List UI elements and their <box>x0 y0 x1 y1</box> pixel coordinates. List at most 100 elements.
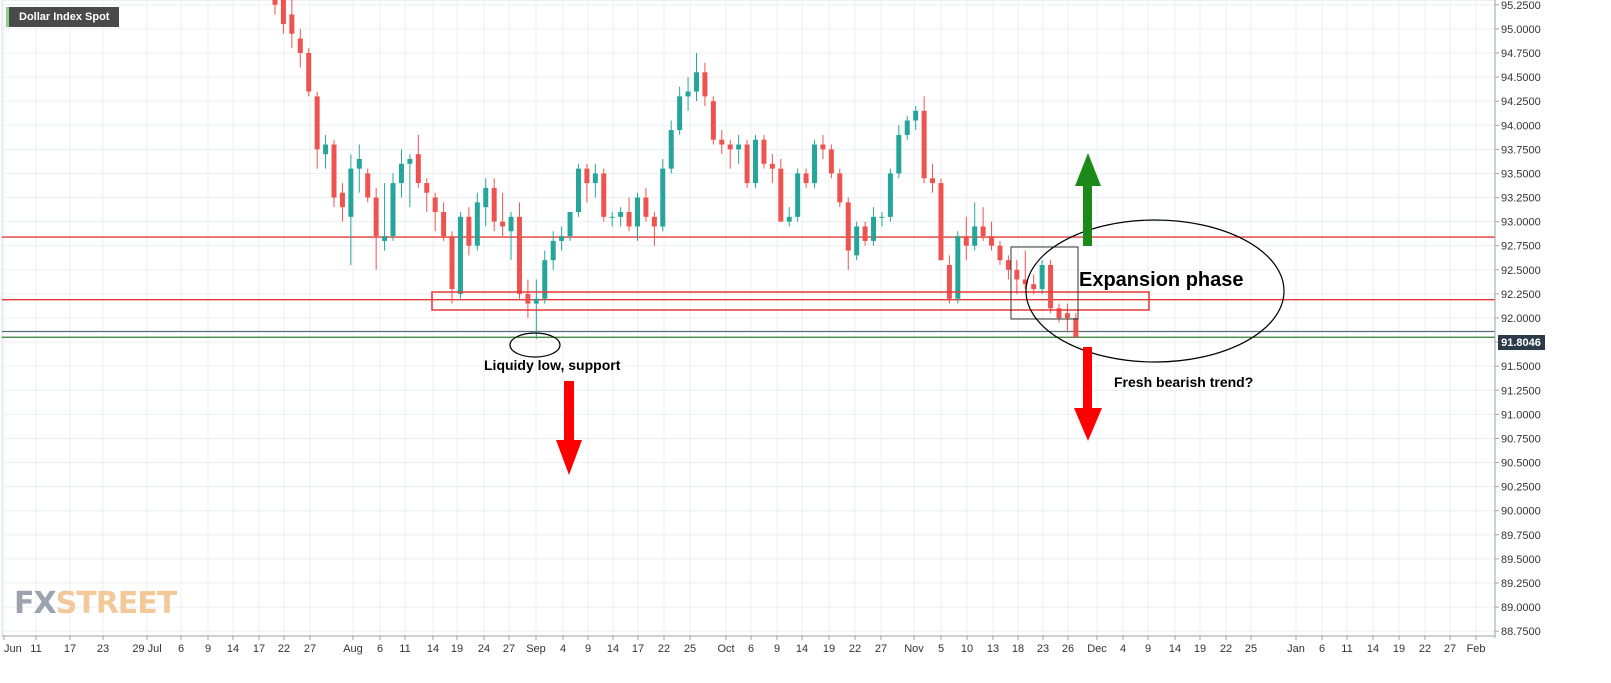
candle <box>1014 260 1020 294</box>
candle <box>280 0 286 34</box>
candle-body <box>525 293 531 304</box>
x-tick-label: 4 <box>560 643 566 655</box>
candle <box>795 168 801 222</box>
candle-body <box>702 72 708 97</box>
candle <box>871 207 877 246</box>
x-tick-label: 9 <box>205 643 211 655</box>
x-tick-label: 5 <box>938 643 944 655</box>
candle <box>702 62 708 106</box>
candle-body <box>323 144 329 155</box>
candle <box>297 28 303 68</box>
candle-body <box>719 139 725 145</box>
chart-title: Dollar Index Spot <box>6 7 120 27</box>
candle-body <box>812 144 818 184</box>
y-tick-label: 93.5000 <box>1501 168 1541 180</box>
x-tick-label: Sep <box>526 643 546 655</box>
candle <box>559 226 565 251</box>
x-tick-label: 17 <box>253 643 265 655</box>
x-tick-label: Feb <box>1467 643 1486 655</box>
candle <box>887 168 893 222</box>
candle <box>643 187 649 222</box>
candle-body <box>432 197 438 212</box>
x-tick-label: 13 <box>987 643 999 655</box>
candle <box>921 96 927 184</box>
y-tick-label: 89.7500 <box>1501 530 1541 542</box>
candle <box>660 159 666 232</box>
candle <box>272 0 278 15</box>
candle <box>963 216 969 261</box>
candle-body <box>449 236 455 290</box>
y-tick-label: 92.0000 <box>1501 313 1541 325</box>
candle-body <box>643 197 649 217</box>
down-arrow-left <box>556 381 582 475</box>
candle <box>694 53 699 102</box>
candle-body <box>373 197 379 237</box>
candle-body <box>1048 265 1054 309</box>
x-tick-label: 14 <box>1367 643 1379 655</box>
x-tick-label: 19 <box>1393 643 1405 655</box>
candle <box>828 144 834 179</box>
expansion-box <box>1010 246 1079 320</box>
expansion-ellipse <box>1025 219 1285 363</box>
x-tick-label: 6 <box>377 643 383 655</box>
y-axis: 95.2500 95.0000 94.7500 94.5000 94.2500 94.00… <box>1494 0 1541 638</box>
y-tick-label: 94.2500 <box>1501 96 1541 108</box>
candle-body <box>668 130 674 169</box>
candle <box>323 134 329 169</box>
x-tick-label: 19 <box>451 643 463 655</box>
candle-body <box>601 173 607 217</box>
y-tick-label: 89.0000 <box>1501 602 1541 614</box>
candle-body <box>879 216 885 218</box>
candle-body <box>677 96 683 131</box>
x-tick-label: 19 <box>823 643 835 655</box>
candle <box>415 134 421 188</box>
candle-body <box>955 236 961 299</box>
candle-body <box>710 101 716 140</box>
x-tick-label: Aug <box>343 643 363 655</box>
x-tick-label: 27 <box>503 643 515 655</box>
candle-body <box>694 72 699 92</box>
y-tick-label: 92.5000 <box>1501 265 1541 277</box>
x-tick-label: 23 <box>1037 643 1049 655</box>
candle-body <box>1056 308 1062 318</box>
y-tick-label: 94.7500 <box>1501 48 1541 60</box>
candle <box>1031 274 1037 294</box>
x-tick-label: 24 <box>478 643 490 655</box>
candle-body <box>584 168 590 184</box>
candle <box>719 130 725 155</box>
candle-body <box>837 173 843 203</box>
candle-body <box>314 96 320 150</box>
candle-body <box>348 168 354 217</box>
candle <box>904 115 910 140</box>
x-tick-label: 11 <box>1341 643 1352 655</box>
candle <box>441 202 447 241</box>
x-tick-label: 25 <box>684 643 696 655</box>
candle-body <box>516 216 522 294</box>
candle-body <box>1031 284 1037 290</box>
x-tick-label: 14 <box>427 643 439 655</box>
candle-body <box>592 173 598 184</box>
candle <box>1022 250 1028 290</box>
candle <box>525 279 531 318</box>
candle <box>778 159 784 222</box>
candle-body <box>533 298 539 304</box>
candle <box>466 207 472 256</box>
x-tick-label: 14 <box>227 643 239 655</box>
candle-body <box>753 139 759 184</box>
candle <box>946 255 952 304</box>
candle-body <box>828 149 834 174</box>
x-tick-label: 22 <box>849 643 861 655</box>
down-arrow-right <box>1074 347 1102 441</box>
candle-body <box>306 53 312 92</box>
x-tick-label: 18 <box>1012 643 1024 655</box>
candle-body <box>280 0 286 25</box>
candle <box>432 192 438 232</box>
candle <box>356 144 362 193</box>
x-tick-label: Nov <box>904 643 924 655</box>
candle-body <box>415 154 421 184</box>
candle <box>1005 255 1011 280</box>
candle <box>727 139 733 169</box>
candle-body <box>390 183 396 237</box>
candle <box>609 212 615 227</box>
x-tick-label: 14 <box>607 643 619 655</box>
